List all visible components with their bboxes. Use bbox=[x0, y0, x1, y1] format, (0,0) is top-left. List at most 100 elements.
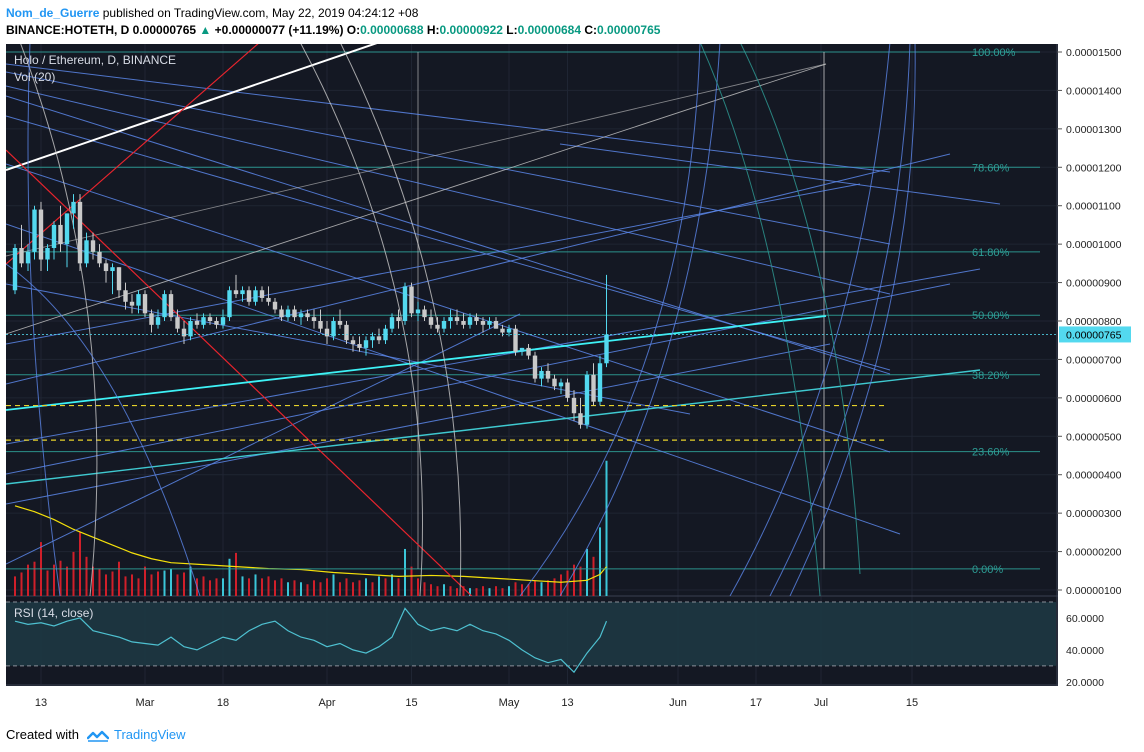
candle-body bbox=[155, 317, 161, 325]
price-tick-label: 0.00001000 bbox=[1066, 239, 1122, 251]
candle-body bbox=[350, 340, 356, 345]
time-tick-label: 15 bbox=[906, 697, 918, 709]
candle-body bbox=[207, 317, 213, 321]
low-label: L: bbox=[506, 23, 518, 37]
fan-line bbox=[6, 63, 891, 173]
volume-bar bbox=[326, 578, 328, 596]
volume-bar bbox=[98, 568, 101, 596]
candlesticks bbox=[12, 194, 609, 429]
volume-bar bbox=[306, 584, 309, 596]
candle-body bbox=[311, 317, 317, 321]
volume-bar bbox=[189, 566, 192, 596]
candle-body bbox=[363, 340, 369, 348]
rsi-pane bbox=[6, 601, 1056, 674]
low-value: 0.00000684 bbox=[517, 23, 582, 37]
chart-area[interactable]: 100.00% 78.60% 61.80% 50.00% 38.20% 23.60% 0.0… bbox=[0, 44, 1144, 716]
volume-bar bbox=[534, 580, 536, 596]
fan-line bbox=[6, 71, 891, 245]
candle-body bbox=[240, 290, 245, 295]
candle-body bbox=[474, 317, 479, 321]
candle-body bbox=[12, 247, 18, 291]
candle-body bbox=[435, 324, 440, 329]
candle-body bbox=[116, 267, 122, 291]
price-tick-label: 0.00001300 bbox=[1066, 124, 1122, 136]
volume-bar bbox=[228, 558, 231, 596]
fib-level-label: 61.80% bbox=[972, 247, 1010, 259]
candle-body bbox=[305, 313, 310, 318]
fan-line bbox=[6, 153, 951, 385]
volume-bar bbox=[170, 568, 172, 596]
price-tick-label: 0.00000500 bbox=[1066, 431, 1122, 443]
volume-bar bbox=[131, 574, 133, 596]
volume-bar bbox=[46, 570, 49, 596]
volume-bar bbox=[222, 578, 224, 596]
volume-bar bbox=[66, 566, 68, 596]
candle-body bbox=[558, 382, 564, 387]
current-price-tag bbox=[1059, 326, 1131, 343]
volume-bar bbox=[475, 588, 478, 596]
volume-bar bbox=[573, 564, 575, 596]
tradingview-brand[interactable]: TradingView bbox=[114, 727, 186, 742]
volume-bar bbox=[59, 560, 62, 596]
arc-line bbox=[519, 44, 701, 596]
price-tick-label: 0.00000600 bbox=[1066, 393, 1122, 405]
author-name[interactable]: Nom_de_Guerre bbox=[6, 6, 100, 20]
candle-body bbox=[519, 347, 525, 352]
footer: Created with TradingView bbox=[0, 722, 1144, 752]
volume-bar bbox=[417, 578, 419, 596]
candle-body bbox=[253, 290, 258, 302]
candle-body bbox=[545, 370, 551, 379]
volume-bar bbox=[267, 576, 270, 596]
volume-bar bbox=[176, 574, 179, 596]
volume-bar bbox=[521, 584, 523, 596]
fib-level-label: 0.00% bbox=[972, 564, 1003, 576]
volume-bar bbox=[79, 532, 81, 596]
candle-body bbox=[298, 313, 304, 318]
volume-bar bbox=[261, 578, 263, 596]
candle-body bbox=[539, 370, 544, 379]
candle-body bbox=[103, 263, 109, 272]
candle-body bbox=[168, 294, 174, 318]
fan-line bbox=[6, 163, 891, 453]
candle-body bbox=[402, 286, 408, 321]
volume-bar bbox=[313, 580, 315, 596]
candle-body bbox=[175, 317, 180, 329]
volume-bar bbox=[436, 586, 439, 596]
candle-body bbox=[396, 317, 401, 321]
candle-body bbox=[493, 321, 499, 329]
time-tick-label: 17 bbox=[750, 697, 762, 709]
volume-bar bbox=[20, 572, 23, 596]
rsi-tick-label: 60.0000 bbox=[1066, 613, 1104, 625]
time-axis[interactable]: 13 Mar 18 Apr 15 May 13 Jun 17 Jul 15 bbox=[6, 686, 1138, 710]
volume-bar bbox=[33, 561, 36, 596]
arc-line bbox=[20, 44, 98, 596]
candle-body bbox=[194, 321, 200, 325]
candle-body bbox=[188, 321, 193, 337]
volume-bar bbox=[183, 572, 185, 596]
candle-body bbox=[415, 309, 421, 314]
price-tick-label: 0.00000300 bbox=[1066, 508, 1122, 520]
symbol-line: BINANCE:HOTETH, D 0.00000765 ▲ +0.000000… bbox=[6, 22, 660, 38]
candle-body bbox=[578, 413, 583, 425]
candle-body bbox=[129, 301, 135, 306]
candle-body bbox=[370, 336, 375, 341]
fib-retracement bbox=[6, 51, 1040, 570]
candle-body bbox=[246, 290, 252, 302]
price-axis[interactable]: 0.00001500 0.00001400 0.00001300 0.00001200… bbox=[6, 44, 1138, 710]
volume-bar bbox=[599, 527, 601, 596]
volume-label: Vol (20) bbox=[14, 70, 55, 84]
change-up-icon: ▲ bbox=[199, 23, 212, 37]
candle-body bbox=[19, 247, 24, 264]
price-tick-label: 0.00000700 bbox=[1066, 354, 1122, 366]
volume-bar bbox=[384, 578, 387, 596]
volume-bar bbox=[293, 580, 296, 596]
price-tick-label: 0.00001400 bbox=[1066, 85, 1122, 97]
current-price-label: 0.00000765 bbox=[1066, 329, 1122, 341]
volume-bar bbox=[248, 578, 250, 596]
volume-bar bbox=[254, 574, 257, 596]
open-value: 0.00000688 bbox=[360, 23, 424, 37]
fan-line bbox=[6, 223, 901, 535]
fib-level-label: 38.20% bbox=[972, 370, 1010, 382]
volume-bar bbox=[209, 580, 211, 596]
volume-bar bbox=[352, 582, 354, 596]
